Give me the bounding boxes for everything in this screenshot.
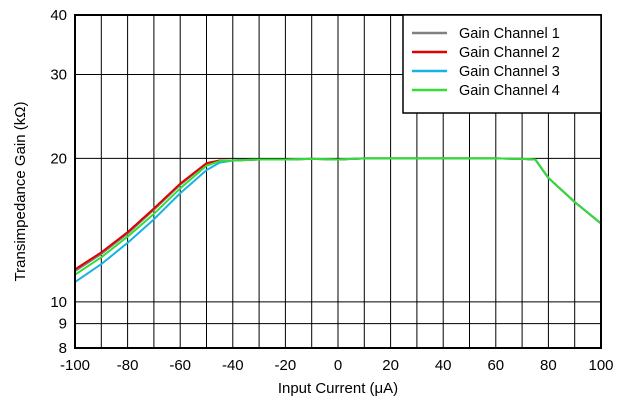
- x-tick-label: -60: [169, 357, 191, 374]
- legend-box: [402, 14, 602, 114]
- y-tick-label: 8: [59, 340, 67, 357]
- x-tick-label: -20: [275, 357, 297, 374]
- legend-label: Gain Channel 2: [459, 45, 560, 61]
- x-tick-label: -80: [117, 357, 139, 374]
- legend-label: Gain Channel 4: [459, 83, 560, 99]
- x-axis-label: Input Current (μA): [278, 380, 398, 397]
- legend-label: Gain Channel 1: [459, 26, 560, 42]
- x-tick-label: 40: [435, 357, 452, 374]
- x-tick-label: 60: [487, 357, 504, 374]
- series-group: [74, 157, 602, 283]
- x-tick-label: 20: [382, 357, 399, 374]
- x-tick-label: -100: [60, 357, 90, 374]
- x-tick-label: 80: [540, 357, 557, 374]
- y-tick-labels: 8 9 10 20 30 40: [50, 7, 67, 357]
- y-axis-label: Transimpedance Gain (kΩ): [12, 102, 29, 282]
- legend-label: Gain Channel 3: [459, 64, 560, 80]
- x-tick-label: -40: [222, 357, 244, 374]
- x-tick-labels: -100 -80 -60 -40 -20 0 20 40 60 80 100: [60, 357, 614, 374]
- y-tick-label: 40: [50, 7, 67, 24]
- series-line: [74, 157, 602, 276]
- y-tick-label: 20: [50, 150, 67, 167]
- x-tick-label: 0: [334, 357, 342, 374]
- legend: Gain Channel 1 Gain Channel 2 Gain Channel…: [402, 14, 602, 114]
- y-tick-label: 9: [59, 316, 67, 333]
- x-tick-label: 100: [588, 357, 613, 374]
- y-tick-label: 10: [50, 294, 67, 311]
- y-tick-label: 30: [50, 67, 67, 84]
- plot-frame: [74, 14, 602, 349]
